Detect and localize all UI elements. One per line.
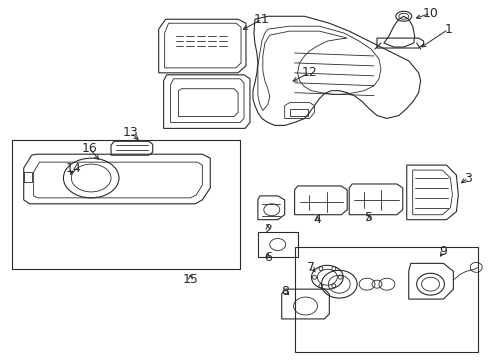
Bar — [257, 231, 297, 257]
Bar — [294, 247, 477, 352]
Text: 10: 10 — [422, 7, 438, 20]
Bar — [12, 140, 240, 269]
Text: 13: 13 — [123, 126, 139, 139]
Text: 2: 2 — [264, 223, 271, 236]
Text: 9: 9 — [439, 245, 447, 258]
Text: 16: 16 — [81, 142, 97, 155]
Text: 6: 6 — [264, 251, 271, 264]
Text: 14: 14 — [65, 162, 81, 175]
Text: 4: 4 — [313, 213, 321, 226]
Text: 8: 8 — [280, 285, 288, 298]
Text: 15: 15 — [182, 273, 198, 286]
Text: 5: 5 — [364, 211, 372, 224]
Text: 1: 1 — [444, 23, 451, 36]
Text: 11: 11 — [253, 13, 269, 26]
Text: 3: 3 — [464, 171, 471, 185]
Text: 7: 7 — [307, 261, 315, 274]
Text: 12: 12 — [301, 66, 317, 79]
